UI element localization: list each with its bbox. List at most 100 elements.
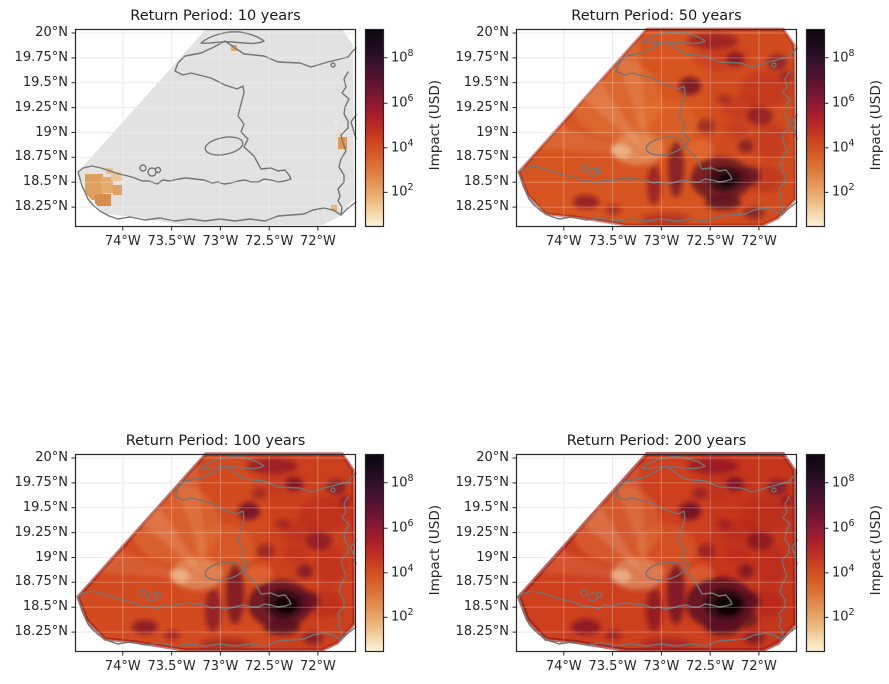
colorbar-tick-base: 10 xyxy=(391,140,408,156)
colorbar-tick-label: 102 xyxy=(832,182,855,199)
lat-tick-label: 19.75°N xyxy=(14,49,68,65)
colorbar-tick-exponent: 6 xyxy=(848,93,855,105)
colorbar-tick-exponent: 6 xyxy=(407,93,414,105)
lat-tick-label: 19.25°N xyxy=(14,524,68,540)
lat-tick-label: 19°N xyxy=(35,549,68,565)
lon-tick-label: 72°W xyxy=(740,234,777,249)
lon-tick-label: 73°W xyxy=(202,659,239,674)
colorbar-tick-exponent: 4 xyxy=(407,137,414,149)
colorbar-tick-base: 10 xyxy=(391,184,408,200)
colorbar-tick-exponent: 2 xyxy=(848,607,855,619)
lon-tick-label: 72.5°W xyxy=(686,659,735,674)
lat-tick-label: 19.5°N xyxy=(22,499,68,515)
lat-tick-label: 19.25°N xyxy=(455,99,509,115)
lat-tick-label: 18.25°N xyxy=(14,199,68,215)
lat-tick-label: 19°N xyxy=(35,124,68,140)
colorbar-tick-label: 104 xyxy=(832,138,855,155)
subplot-title: Return Period: 200 years xyxy=(566,433,747,449)
colorbar-tick-base: 10 xyxy=(391,609,408,625)
map-3 xyxy=(71,452,357,656)
colorbar-tick-label: 106 xyxy=(391,518,414,535)
lat-tick-label: 19.25°N xyxy=(455,524,509,540)
lat-tick-label: 18.5°N xyxy=(463,174,509,190)
colorbar-tick-exponent: 2 xyxy=(848,182,855,194)
lon-tick-label: 73.5°W xyxy=(147,234,196,249)
colorbar-tick-exponent: 6 xyxy=(848,518,855,530)
colorbar-tick-label: 108 xyxy=(391,473,414,490)
colorbar-tick-base: 10 xyxy=(832,95,849,111)
colorbar-axis-label: Impact (USD) xyxy=(427,80,443,171)
lat-tick-label: 18.25°N xyxy=(455,199,509,215)
coastline-borders xyxy=(77,31,357,222)
lat-tick-label: 19.5°N xyxy=(22,74,68,90)
lon-tick-label: 73.5°W xyxy=(588,234,637,249)
subplot-title: Return Period: 50 years xyxy=(571,8,742,24)
lat-tick-label: 19°N xyxy=(476,124,509,140)
lat-tick-label: 20°N xyxy=(35,450,68,465)
coastline-borders xyxy=(77,456,357,647)
lat-tick-label: 18.25°N xyxy=(455,624,509,640)
colorbar-tick-label: 102 xyxy=(391,607,414,624)
colorbar xyxy=(364,28,388,228)
lon-tick-label: 74°W xyxy=(545,234,582,249)
coastline-borders xyxy=(518,456,798,647)
colorbar-tick-base: 10 xyxy=(391,50,408,66)
lat-tick-label: 20°N xyxy=(476,25,509,40)
colorbar-tick-base: 10 xyxy=(832,565,849,581)
colorbar-tick-base: 10 xyxy=(832,520,849,536)
map-4 xyxy=(512,452,798,656)
lat-tick-label: 19.5°N xyxy=(463,74,509,90)
lat-tick-label: 19.25°N xyxy=(14,99,68,115)
colorbar-axis-label: Impact (USD) xyxy=(868,80,884,171)
colorbar-tick-exponent: 8 xyxy=(407,47,414,59)
colorbar xyxy=(805,28,829,228)
lon-tick-label: 73°W xyxy=(643,234,680,249)
lat-tick-label: 18.5°N xyxy=(22,174,68,190)
colorbar-tick-label: 108 xyxy=(391,48,414,65)
colorbar-tick-label: 108 xyxy=(832,48,855,65)
subplot-title: Return Period: 100 years xyxy=(125,433,306,449)
lon-tick-label: 74°W xyxy=(104,659,141,674)
colorbar-tick-label: 106 xyxy=(832,518,855,535)
lat-tick-label: 19.75°N xyxy=(455,49,509,65)
colorbar-tick-exponent: 4 xyxy=(848,137,855,149)
colorbar-tick-exponent: 2 xyxy=(407,182,414,194)
colorbar-tick-base: 10 xyxy=(832,140,849,156)
colorbar-axis-label: Impact (USD) xyxy=(868,505,884,596)
lat-tick-label: 18.75°N xyxy=(14,574,68,590)
colorbar-tick-exponent: 6 xyxy=(407,518,414,530)
lon-tick-label: 73°W xyxy=(202,234,239,249)
lon-tick-label: 74°W xyxy=(104,234,141,249)
colorbar-tick-exponent: 2 xyxy=(407,607,414,619)
lon-tick-label: 72°W xyxy=(299,659,336,674)
lat-tick-label: 19.75°N xyxy=(14,474,68,490)
lat-tick-label: 19°N xyxy=(476,549,509,565)
colorbar-axis-label: Impact (USD) xyxy=(427,505,443,596)
lon-tick-label: 72°W xyxy=(740,659,777,674)
colorbar-tick-base: 10 xyxy=(832,609,849,625)
lat-tick-label: 19.5°N xyxy=(463,499,509,515)
colorbar-tick-label: 102 xyxy=(391,182,414,199)
lat-tick-label: 18.25°N xyxy=(14,624,68,640)
subplot-title: Return Period: 10 years xyxy=(130,8,301,24)
colorbar-tick-base: 10 xyxy=(391,565,408,581)
colorbar-tick-exponent: 8 xyxy=(848,47,855,59)
colorbar-tick-base: 10 xyxy=(391,95,408,111)
colorbar-tick-label: 104 xyxy=(391,563,414,580)
colorbar-tick-exponent: 4 xyxy=(848,562,855,574)
colorbar-tick-exponent: 8 xyxy=(407,472,414,484)
lon-tick-label: 73°W xyxy=(643,659,680,674)
lon-tick-label: 73.5°W xyxy=(147,659,196,674)
lon-tick-label: 72.5°W xyxy=(245,234,294,249)
colorbar-tick-label: 108 xyxy=(832,473,855,490)
colorbar-tick-label: 104 xyxy=(391,138,414,155)
colorbar-tick-base: 10 xyxy=(391,520,408,536)
colorbar-tick-exponent: 4 xyxy=(407,562,414,574)
map-1 xyxy=(71,28,357,231)
lat-tick-label: 18.75°N xyxy=(455,149,509,165)
